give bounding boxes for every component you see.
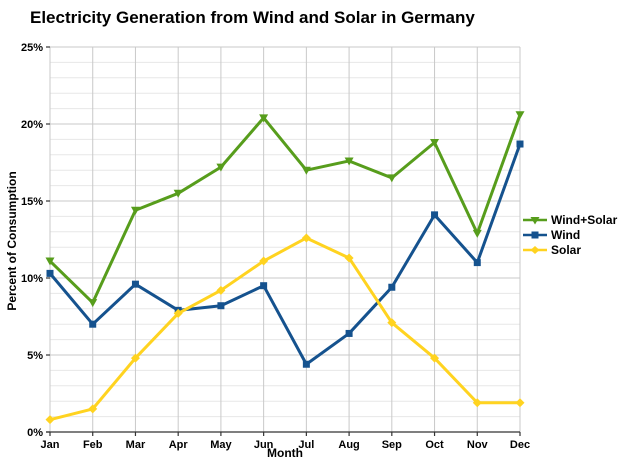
series-line-wind-solar xyxy=(48,113,522,305)
y-tick-label: 25% xyxy=(21,42,43,54)
x-tick-label: Dec xyxy=(510,439,530,451)
legend: Wind+Solar Wind Solar xyxy=(522,212,617,257)
series-wind-solar-marker xyxy=(130,206,140,215)
series-wind-solar-marker xyxy=(216,163,226,172)
x-tick-label: Jul xyxy=(298,439,314,451)
legend-key-icon xyxy=(523,216,547,224)
x-tick-label: Sep xyxy=(382,439,402,451)
legend-item-wind-solar: Wind+Solar xyxy=(522,212,617,227)
y-tick-label: 20% xyxy=(21,119,43,131)
x-tick-label: Feb xyxy=(83,439,103,451)
y-tick-label: 15% xyxy=(21,196,43,208)
series-solar-marker xyxy=(130,353,140,363)
x-tick-label: Mar xyxy=(126,439,146,451)
series-wind-marker xyxy=(131,280,139,288)
legend-label: Wind+Solar xyxy=(551,212,618,227)
y-axis-title: Percent of Consumption xyxy=(5,171,19,311)
x-tick-label: Jun xyxy=(254,439,274,451)
series-solar-marker xyxy=(301,233,311,243)
x-tick-label: Aug xyxy=(338,439,359,451)
x-tick-label: Oct xyxy=(425,439,444,451)
series-wind-solar-marker xyxy=(515,111,525,120)
x-tick-label: Jan xyxy=(41,439,60,451)
chart-title: Electricity Generation from Wind and Sol… xyxy=(30,8,475,27)
series-solar-marker xyxy=(472,398,482,408)
y-tick-label: 5% xyxy=(27,350,43,362)
y-tick-label: 0% xyxy=(27,427,43,439)
series-solar-marker xyxy=(173,308,183,318)
legend-key-icon xyxy=(523,245,547,254)
series-line-wind xyxy=(48,142,522,366)
series-solar-marker xyxy=(387,318,397,328)
legend-key-icon xyxy=(523,231,547,238)
series-solar-marker xyxy=(259,256,269,266)
series-wind-marker xyxy=(89,320,97,328)
series-wind-marker xyxy=(431,211,439,219)
series-wind-marker xyxy=(302,360,310,368)
series-wind-solar-marker xyxy=(430,138,440,147)
x-tick-label: Nov xyxy=(467,439,489,451)
series-wind-solar-marker xyxy=(173,189,183,198)
series-solar-marker xyxy=(45,415,55,425)
series-solar-marker xyxy=(344,253,354,263)
series-wind-marker xyxy=(516,140,524,148)
series-solar-marker xyxy=(88,404,98,414)
series-solar-marker xyxy=(216,285,226,295)
series-wind-solar-marker xyxy=(45,257,55,266)
series-wind-solar-marker xyxy=(259,114,269,123)
y-tick-label: 10% xyxy=(21,273,43,285)
legend-item-solar: Solar xyxy=(522,242,617,257)
legend-item-wind: Wind xyxy=(522,227,617,242)
series-line-solar xyxy=(48,236,522,422)
series-solar-marker xyxy=(515,398,525,408)
series-wind-solar-marker xyxy=(344,157,354,166)
series-wind-solar-marker xyxy=(88,299,98,308)
series-wind-marker xyxy=(46,269,54,277)
x-tick-label: Apr xyxy=(169,439,189,451)
legend-label: Wind xyxy=(551,227,581,242)
legend-label: Solar xyxy=(551,242,582,257)
series-wind-marker xyxy=(260,282,268,290)
series-solar-marker xyxy=(430,353,440,363)
series-wind-solar-marker xyxy=(387,174,397,183)
series-wind-marker xyxy=(345,329,353,337)
series-wind-marker xyxy=(217,302,225,310)
series-wind-solar-marker xyxy=(472,229,482,238)
series-wind-marker xyxy=(473,259,481,267)
series-wind-solar-marker xyxy=(301,166,311,175)
x-tick-label: May xyxy=(210,439,232,451)
x-axis-title: Month xyxy=(267,446,303,460)
series-wind-marker xyxy=(388,283,396,291)
